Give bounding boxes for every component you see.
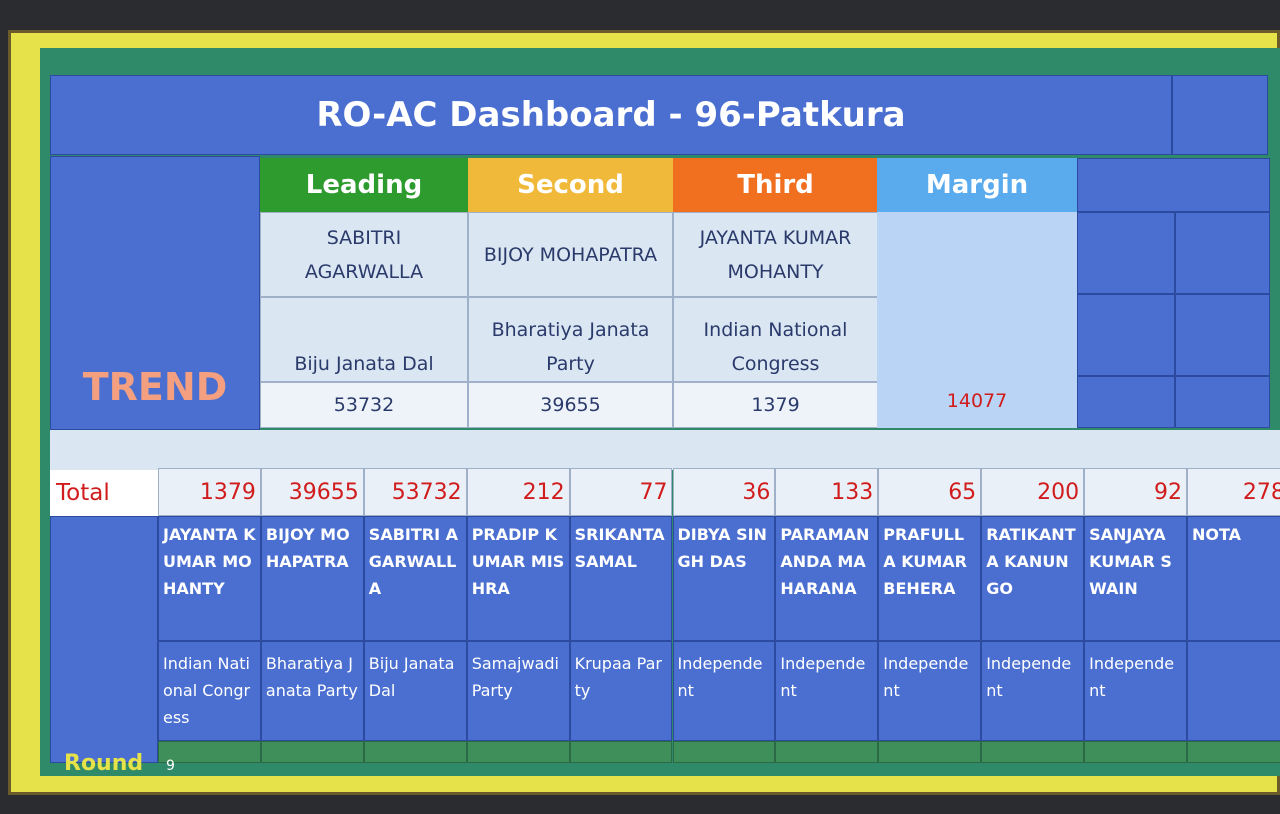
round-cell xyxy=(466,741,570,763)
position-name: SABITRI AGARWALLA xyxy=(260,212,468,297)
round-value: 9 xyxy=(166,758,175,774)
round-cell xyxy=(363,741,467,763)
title: RO-AC Dashboard - 96-Patkura xyxy=(50,75,1172,155)
trend-label: TREND xyxy=(50,156,260,430)
position-heading: Second xyxy=(468,158,673,212)
blank-cell xyxy=(1175,212,1270,294)
blank-cell xyxy=(1077,294,1175,376)
round-label: Round xyxy=(64,751,144,776)
candidate-name: PRADIP KUMAR MISHRA xyxy=(466,516,570,641)
candidate-name: DIBYA SINGH DAS xyxy=(672,516,776,641)
candidate-votes: 39655 xyxy=(260,468,364,516)
position-votes: 1379 xyxy=(673,382,878,428)
candidate-party: Biju Janata Dal xyxy=(363,641,467,741)
margin-heading: Margin xyxy=(877,158,1077,212)
position-votes: 53732 xyxy=(260,382,468,428)
candidate-votes: 200 xyxy=(981,468,1085,516)
candidate-party: Independent xyxy=(775,641,879,741)
round-cell xyxy=(981,741,1085,763)
blank-cell xyxy=(1175,376,1270,428)
blank-cell xyxy=(1077,158,1270,212)
position-votes: 39655 xyxy=(468,382,673,428)
blank-cell xyxy=(1077,212,1175,294)
round-cell xyxy=(878,741,982,763)
candidate-party: Independent xyxy=(981,641,1085,741)
round-cell xyxy=(1084,741,1187,763)
candidate-party xyxy=(1187,641,1280,741)
candidate-votes: 53732 xyxy=(363,468,467,516)
candidate-votes: 77 xyxy=(569,468,673,516)
candidate-name: RATIKANTA KANUNGO xyxy=(981,516,1085,641)
candidate-name: PARAMANANDA MAHARANA xyxy=(775,516,879,641)
candidate-votes: 36 xyxy=(672,468,776,516)
candidate-name: SRIKANTA SAMAL xyxy=(569,516,673,641)
band xyxy=(50,430,1280,470)
blank-cell xyxy=(1175,294,1270,376)
round-cell xyxy=(672,741,776,763)
candidate-name: PRAFULLA KUMAR BEHERA xyxy=(878,516,982,641)
blank-cell xyxy=(1077,376,1175,428)
position-party: Bharatiya Janata Party xyxy=(468,297,673,382)
candidate-name: NOTA xyxy=(1187,516,1280,641)
candidate-votes: 133 xyxy=(775,468,879,516)
candidate-votes: 65 xyxy=(878,468,982,516)
position-heading: Third xyxy=(673,158,878,212)
candidate-votes: 1379 xyxy=(158,468,261,516)
candidate-party: Independent xyxy=(1084,641,1187,741)
position-party: Indian National Congress xyxy=(673,297,878,382)
round-cell xyxy=(569,741,673,763)
candidate-party: Samajwadi Party xyxy=(466,641,570,741)
candidate-party: Independent xyxy=(672,641,776,741)
round-cell xyxy=(775,741,879,763)
candidate-votes: 212 xyxy=(466,468,570,516)
position-name: BIJOY MOHAPATRA xyxy=(468,212,673,297)
candidate-name: JAYANTA KUMAR MOHANTY xyxy=(158,516,261,641)
candidate-party: Independent xyxy=(878,641,982,741)
blank-cell xyxy=(1172,75,1268,155)
position-party: Biju Janata Dal xyxy=(260,297,468,382)
candidate-name: SANJAYA KUMAR SWAIN xyxy=(1084,516,1187,641)
candidate-name: BIJOY MOHAPATRA xyxy=(260,516,364,641)
total-label: Total xyxy=(50,470,158,516)
position-name: JAYANTA KUMAR MOHANTY xyxy=(673,212,878,297)
candidate-party: Indian National Congress xyxy=(158,641,261,741)
round-cell xyxy=(1187,741,1280,763)
candidate-party: Bharatiya Janata Party xyxy=(260,641,364,741)
round-cell xyxy=(260,741,364,763)
blank-cell xyxy=(50,516,158,763)
position-heading: Leading xyxy=(260,158,468,212)
candidate-party: Krupaa Party xyxy=(569,641,673,741)
candidate-votes: 92 xyxy=(1084,468,1187,516)
candidate-votes: 278 xyxy=(1187,468,1280,516)
margin-value: 14077 xyxy=(877,212,1077,428)
round-cell xyxy=(158,741,261,763)
candidate-name: SABITRI AGARWALLA xyxy=(363,516,467,641)
